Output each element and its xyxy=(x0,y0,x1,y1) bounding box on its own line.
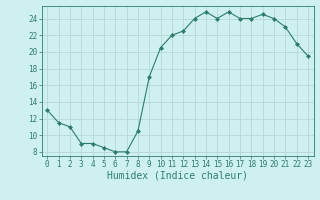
X-axis label: Humidex (Indice chaleur): Humidex (Indice chaleur) xyxy=(107,171,248,181)
